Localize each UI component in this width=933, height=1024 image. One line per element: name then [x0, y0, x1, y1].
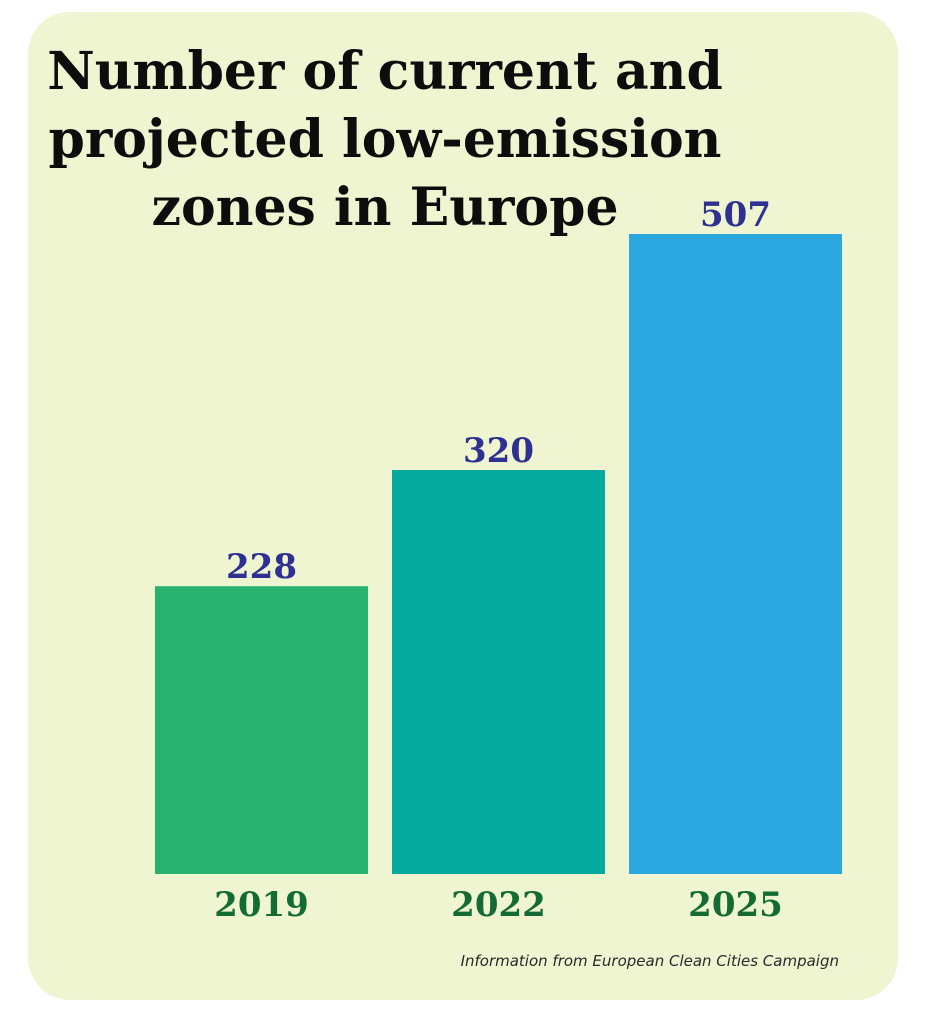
chart-title-line-2: projected low-emission	[48, 109, 722, 170]
value-label-2019: 228	[226, 547, 297, 587]
category-label-2022: 2022	[451, 885, 546, 925]
bar-2025	[629, 234, 842, 874]
chart-title-line-1: Number of current and	[47, 41, 723, 102]
category-label-2025: 2025	[688, 885, 783, 925]
chart-title: Number of current and projected low-emis…	[40, 38, 730, 242]
chart-title-line-3: zones in Europe	[151, 177, 619, 238]
value-label-2022: 320	[463, 431, 534, 471]
bar-2022	[392, 470, 605, 874]
value-label-2025: 507	[700, 195, 771, 235]
category-label-2019: 2019	[214, 885, 309, 925]
source-note: Information from European Clean Cities C…	[460, 952, 839, 970]
bar-2019	[155, 586, 368, 874]
